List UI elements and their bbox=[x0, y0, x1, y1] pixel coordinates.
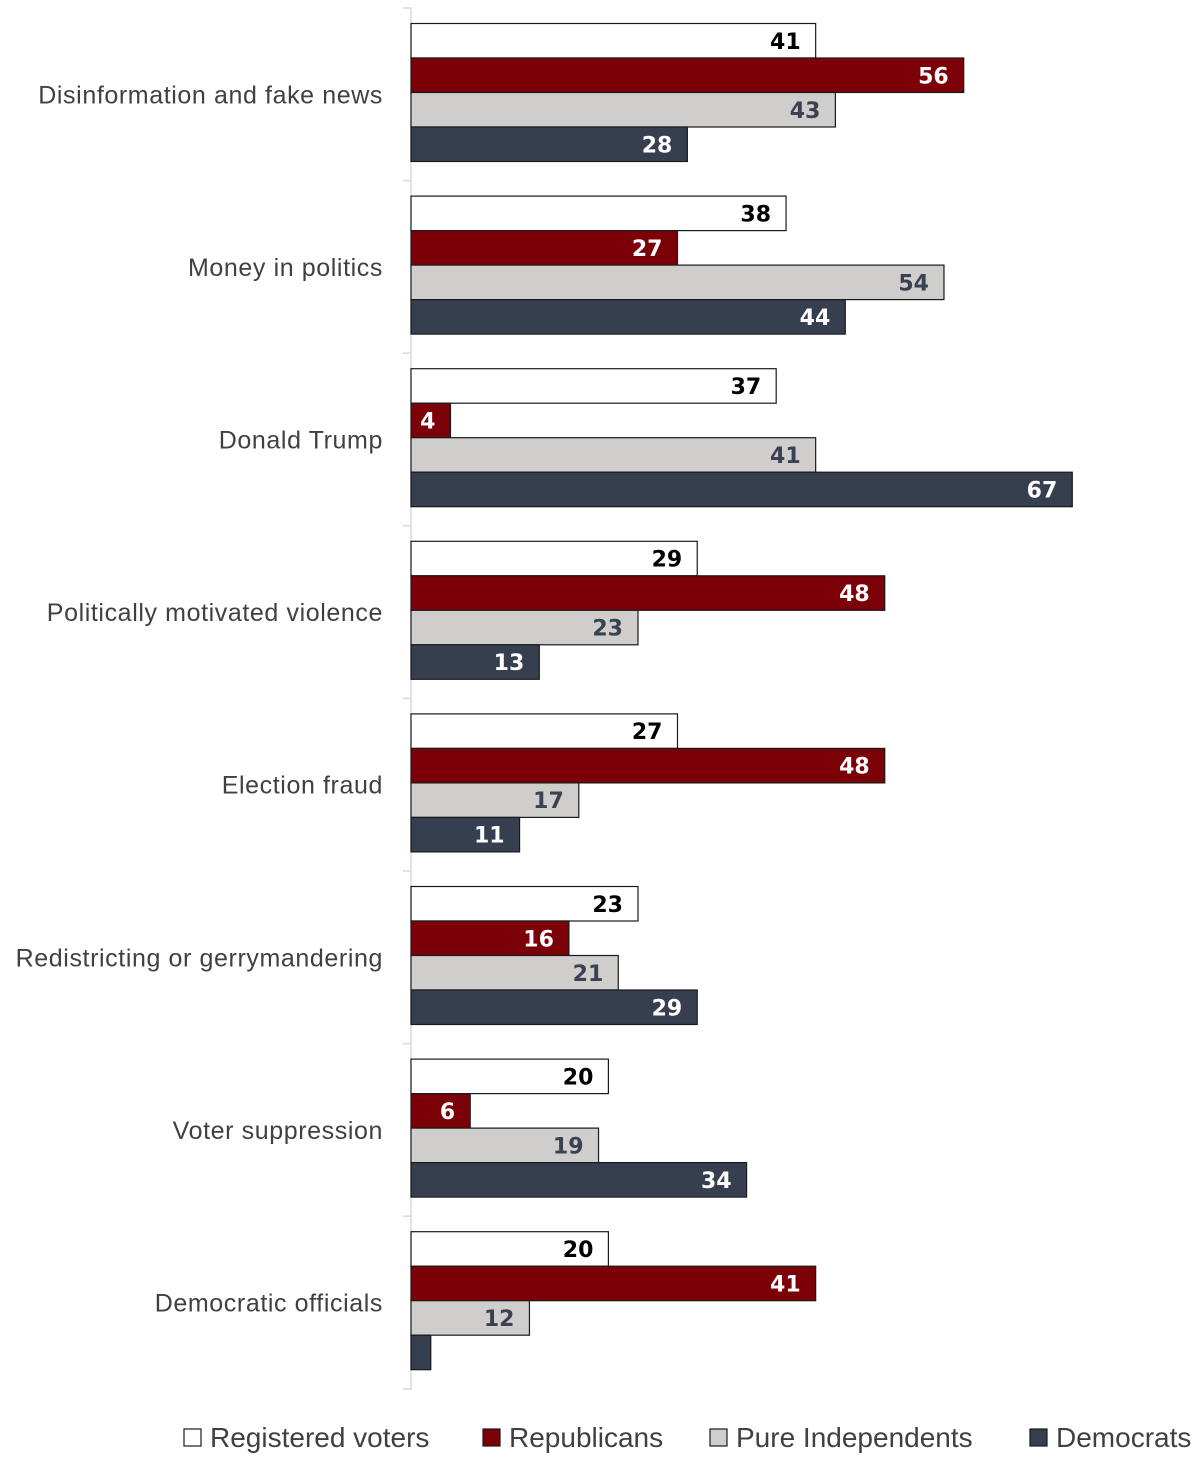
category-label: Donald Trump bbox=[219, 427, 383, 455]
bar bbox=[410, 195, 787, 232]
bar bbox=[410, 644, 540, 680]
bar bbox=[410, 264, 945, 301]
data-label: 20 bbox=[563, 1065, 594, 1090]
data-label: 41 bbox=[770, 30, 801, 55]
bar bbox=[410, 1058, 609, 1095]
data-label: 17 bbox=[533, 789, 564, 814]
data-label: 29 bbox=[652, 548, 683, 573]
data-label: 23 bbox=[592, 617, 623, 642]
data-label: 19 bbox=[553, 1134, 584, 1159]
legend-swatch bbox=[183, 1428, 202, 1447]
data-label: 43 bbox=[790, 99, 821, 124]
bar bbox=[410, 1231, 609, 1267]
bar bbox=[410, 126, 688, 163]
data-label: 28 bbox=[642, 133, 673, 158]
bar bbox=[410, 1265, 817, 1302]
bar bbox=[410, 57, 965, 94]
bar bbox=[410, 22, 817, 59]
legend-swatch bbox=[482, 1428, 501, 1447]
data-label: 27 bbox=[632, 720, 663, 745]
data-label: 23 bbox=[592, 893, 623, 918]
bars bbox=[410, 22, 1073, 1371]
data-label: 20 bbox=[563, 1238, 594, 1263]
data-label: 54 bbox=[898, 271, 929, 296]
legend-swatch bbox=[709, 1428, 728, 1447]
data-label: 48 bbox=[839, 755, 870, 780]
data-label: 21 bbox=[573, 962, 604, 987]
category-label: Redistricting or gerrymandering bbox=[16, 944, 383, 972]
data-label: 67 bbox=[1027, 478, 1058, 503]
data-label: 12 bbox=[484, 1307, 515, 1332]
bar bbox=[410, 816, 521, 853]
data-label: 56 bbox=[918, 64, 949, 89]
data-label: 38 bbox=[740, 202, 771, 227]
data-label: 41 bbox=[770, 444, 801, 469]
legend: Registered voters Republicans Pure Indepen… bbox=[183, 1422, 1191, 1453]
data-label: 37 bbox=[731, 375, 762, 400]
data-label: 6 bbox=[440, 1100, 455, 1125]
bar bbox=[410, 540, 698, 577]
bar bbox=[410, 1334, 432, 1371]
value-labels: 41 56 43 28 38 27 54 44 37 4 41 67 29 48 23 13 27 48 17 11 2… bbox=[420, 30, 1057, 1332]
category-label: Money in politics bbox=[188, 254, 383, 282]
bar bbox=[410, 747, 886, 784]
data-label: 11 bbox=[474, 824, 505, 849]
bar bbox=[410, 609, 639, 646]
category-label: Voter suppression bbox=[173, 1117, 383, 1145]
bar bbox=[410, 368, 777, 404]
bar bbox=[410, 402, 452, 439]
data-label: 27 bbox=[632, 237, 663, 262]
legend-swatch bbox=[1029, 1428, 1048, 1447]
data-label: 41 bbox=[770, 1272, 801, 1297]
data-label: 48 bbox=[839, 582, 870, 607]
bar bbox=[410, 989, 698, 1026]
data-label: 29 bbox=[652, 996, 683, 1021]
bar bbox=[410, 437, 817, 473]
data-label: 13 bbox=[494, 651, 525, 676]
bar bbox=[410, 782, 580, 819]
bar bbox=[410, 471, 1073, 508]
category-labels: Disinformation and fake news Money in pol… bbox=[16, 81, 383, 1317]
bar bbox=[410, 230, 679, 266]
category-label: Election fraud bbox=[222, 772, 383, 800]
bar bbox=[410, 920, 570, 957]
data-label: 34 bbox=[701, 1169, 732, 1194]
category-label: Politically motivated violence bbox=[47, 599, 383, 627]
legend-label: Pure Independents bbox=[736, 1422, 973, 1453]
data-label: 16 bbox=[523, 927, 554, 952]
bar bbox=[410, 885, 639, 922]
bar bbox=[410, 299, 846, 335]
bar bbox=[410, 1300, 531, 1336]
legend-label: Democrats bbox=[1056, 1422, 1191, 1453]
category-axis bbox=[403, 7, 412, 1390]
legend-label: Registered voters bbox=[210, 1422, 429, 1453]
data-label: 4 bbox=[420, 409, 435, 434]
bar bbox=[410, 1161, 748, 1198]
bar bbox=[410, 91, 837, 128]
category-label: Disinformation and fake news bbox=[38, 81, 383, 109]
bar bbox=[410, 1127, 600, 1164]
category-label: Democratic officials bbox=[155, 1290, 383, 1318]
legend-label: Republicans bbox=[509, 1422, 663, 1453]
bar bbox=[410, 575, 886, 611]
data-label: 44 bbox=[800, 306, 831, 331]
